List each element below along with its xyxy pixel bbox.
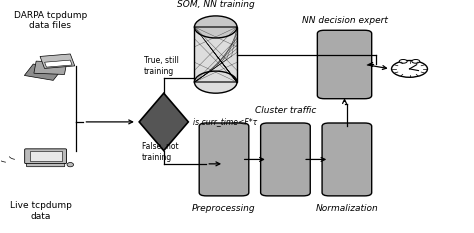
Text: DARPA tcpdump
data files: DARPA tcpdump data files xyxy=(14,11,87,30)
Text: is curr_time<F*τ: is curr_time<F*τ xyxy=(193,117,257,126)
Circle shape xyxy=(412,59,420,63)
Text: Preprocessing: Preprocessing xyxy=(192,204,256,212)
FancyBboxPatch shape xyxy=(199,123,249,196)
FancyBboxPatch shape xyxy=(29,151,62,161)
Polygon shape xyxy=(45,60,72,67)
FancyBboxPatch shape xyxy=(261,123,310,196)
Text: NN decision expert: NN decision expert xyxy=(301,16,387,25)
Text: Cluster traffic: Cluster traffic xyxy=(255,106,316,115)
Text: Normalization: Normalization xyxy=(316,204,378,212)
Text: Live tcpdump
data: Live tcpdump data xyxy=(10,201,72,221)
Ellipse shape xyxy=(67,163,73,167)
Circle shape xyxy=(392,61,428,77)
Polygon shape xyxy=(40,54,75,69)
Circle shape xyxy=(399,59,407,63)
Ellipse shape xyxy=(194,16,237,38)
FancyBboxPatch shape xyxy=(25,149,66,164)
FancyBboxPatch shape xyxy=(318,30,372,99)
Text: True, still
training: True, still training xyxy=(144,56,179,75)
Polygon shape xyxy=(194,27,237,82)
Polygon shape xyxy=(24,64,62,80)
Polygon shape xyxy=(34,61,67,75)
Polygon shape xyxy=(139,93,188,151)
Text: False, not
training: False, not training xyxy=(142,142,178,162)
FancyBboxPatch shape xyxy=(27,163,65,167)
Ellipse shape xyxy=(194,71,237,93)
FancyBboxPatch shape xyxy=(322,123,372,196)
Text: SOM, NN training: SOM, NN training xyxy=(177,0,255,9)
